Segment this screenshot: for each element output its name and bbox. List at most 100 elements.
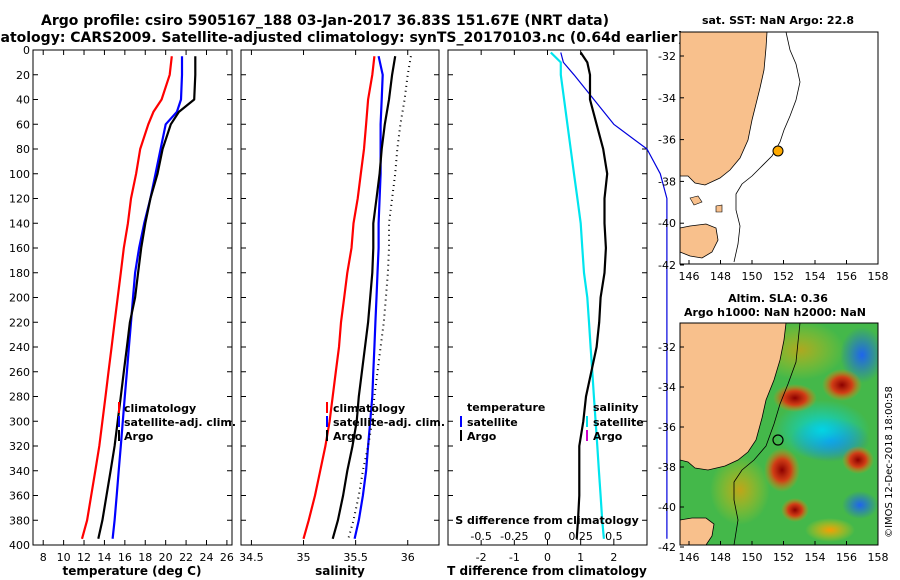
map-x-tick-label: 158 <box>868 551 889 564</box>
map-x-tick-label: 150 <box>742 270 763 283</box>
sst-map-land <box>679 31 768 186</box>
legend-swatch-satellite <box>326 416 328 427</box>
map-x-tick-label: 156 <box>836 270 857 283</box>
sst-map-argo-marker <box>772 145 784 157</box>
x-tick-label: 26 <box>220 551 234 564</box>
x2-tick-label: 0.5 <box>605 530 623 543</box>
difference-legend-salinity: salinity satellite Argo <box>586 401 644 443</box>
legend-swatch-argo <box>118 430 120 441</box>
y-tick-label: 400 <box>9 539 30 552</box>
legend-swatch-climatology <box>326 402 328 413</box>
y-tick-label: 360 <box>9 490 30 503</box>
difference-legend-temperature: temperature satellite Argo <box>460 401 545 443</box>
series-line-temperature-satellite <box>550 51 605 539</box>
x-tick-label: 34.5 <box>239 551 264 564</box>
salinity-legend: climatology satellite-adj. clim. Argo <box>326 402 445 443</box>
y-tick-label: 100 <box>9 168 30 181</box>
y-tick-label: 240 <box>9 341 30 354</box>
sst-map-title: sat. SST: NaN Argo: 22.8 <box>702 14 854 27</box>
x-tick-label: 14 <box>97 551 111 564</box>
title-line-1: Argo profile: csiro 5905167_188 03-Jan-2… <box>41 13 609 29</box>
map-y-tick-label: -34 <box>658 92 676 105</box>
series-line-satellite-adj-clim- <box>111 56 184 539</box>
x-tick-label: 20 <box>159 551 173 564</box>
map-y-tick-label: -40 <box>658 217 676 230</box>
map-x-tick-label: 152 <box>773 551 794 564</box>
legend-swatch-satellite <box>586 416 588 427</box>
sla-map-title: Altim. SLA: 0.36 <box>728 292 828 305</box>
map-x-tick-label: 148 <box>710 551 731 564</box>
y-tick-label: 0 <box>23 44 30 57</box>
map-x-tick-label: 156 <box>836 551 857 564</box>
x-tick-label: 35.5 <box>343 551 368 564</box>
t-difference-axis-label: T difference from climatology <box>447 564 647 578</box>
map-x-tick-label: 146 <box>679 551 700 564</box>
legend-label-argo: Argo <box>593 430 623 443</box>
series-line-salinity-satellite <box>560 52 668 539</box>
temperature-legend: climatology satellite-adj. clim. Argo <box>118 402 236 443</box>
salinity-axis-label: salinity <box>315 564 365 578</box>
salinity-panel <box>240 49 440 546</box>
legend-title-salinity: salinity <box>593 401 639 414</box>
map-y-tick-label: -32 <box>658 341 676 354</box>
map-x-tick-label: 150 <box>742 551 763 564</box>
x-tick-label: 2 <box>610 551 617 564</box>
x-tick-label: 16 <box>118 551 132 564</box>
series-line-climatology <box>80 56 173 540</box>
s-difference-axis-label: S difference from climatology <box>455 514 639 527</box>
x2-tick-label: 0.25 <box>568 530 593 543</box>
y-tick-label: 200 <box>9 292 30 305</box>
sla-map-land <box>680 323 787 471</box>
series-line-argo <box>331 56 397 540</box>
map-y-tick-label: -40 <box>658 501 676 514</box>
y-tick-label: 20 <box>16 69 30 82</box>
map-y-tick-label: -36 <box>658 134 676 147</box>
x-tick-label: 24 <box>199 551 213 564</box>
legend-swatch-climatology <box>118 402 120 413</box>
map-y-tick-label: -34 <box>658 381 676 394</box>
x-tick-label: 0 <box>544 551 551 564</box>
legend-label-satellite: satellite <box>593 416 644 429</box>
legend-title-temperature: temperature <box>467 401 545 414</box>
x-tick-label: -1 <box>509 551 520 564</box>
legend-label-satellite: satellite <box>467 416 518 429</box>
series-line-satellite-adj-clim- <box>353 55 384 540</box>
legend-label-argo: Argo <box>467 430 497 443</box>
y-tick-label: 40 <box>16 94 30 107</box>
imos-watermark: ©IMOS 12-Dec-2018 18:00:58 <box>884 386 895 538</box>
sla-map <box>679 322 879 546</box>
sst-map-shelf-contour <box>733 31 801 263</box>
map-y-tick-label: -42 <box>658 259 676 272</box>
map-x-tick-label: 148 <box>710 270 731 283</box>
y-tick-label: 80 <box>16 143 30 156</box>
y-tick-label: 340 <box>9 465 30 478</box>
sla-map-subtitle: Argo h1000: NaN h2000: NaN <box>684 306 866 319</box>
sst-map <box>679 31 879 265</box>
legend-swatch-argo <box>460 430 462 441</box>
map-y-tick-label: -36 <box>658 421 676 434</box>
y-tick-label: 220 <box>9 316 30 329</box>
x2-tick-label: -0.5 <box>470 530 491 543</box>
x-tick-label: 36 <box>401 551 415 564</box>
x2-tick-label: 0 <box>544 530 551 543</box>
temperature-axis-label: temperature (deg C) <box>63 564 202 578</box>
legend-swatch-argo <box>326 430 328 441</box>
sla-map-shelf-contour <box>733 323 801 545</box>
sla-map-argo-marker <box>772 434 784 446</box>
y-tick-label: 180 <box>9 267 30 280</box>
series-line-argo <box>97 56 197 540</box>
legend-swatch-satellite <box>460 416 462 427</box>
x-tick-label: -2 <box>476 551 487 564</box>
sst-map-islands <box>689 195 723 213</box>
x-tick-label: 8 <box>40 551 47 564</box>
y-tick-label: 140 <box>9 217 30 230</box>
map-y-tick-label: -42 <box>658 541 676 554</box>
legend-label-satellite: satellite-adj. clim. <box>333 416 445 429</box>
y-tick-label: 120 <box>9 193 30 206</box>
legend-label-argo: Argo <box>333 430 363 443</box>
y-tick-label: 60 <box>16 118 30 131</box>
y-tick-label: 380 <box>9 514 30 527</box>
map-x-tick-label: 152 <box>773 270 794 283</box>
y-tick-label: 160 <box>9 242 30 255</box>
